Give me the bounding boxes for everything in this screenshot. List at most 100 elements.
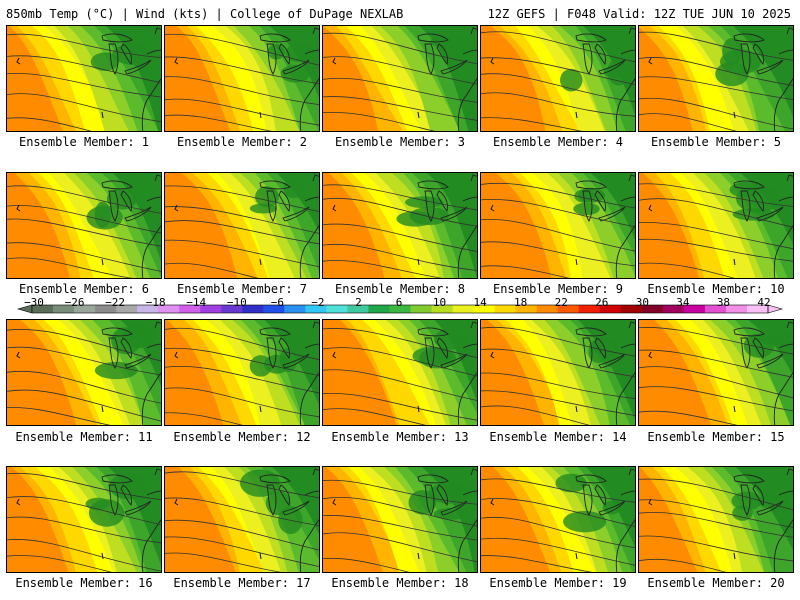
ensemble-member-label: Ensemble Member: 14 (489, 430, 627, 444)
colorbar-segment (32, 305, 54, 313)
ensemble-member-label: Ensemble Member: 7 (176, 282, 308, 296)
ensemble-member-label: Ensemble Member: 3 (334, 135, 466, 149)
colorbar-tick-label: −14 (186, 296, 207, 309)
ensemble-map-panel (638, 466, 794, 573)
ensemble-map-panel (638, 172, 794, 279)
ensemble-map-panel (480, 172, 636, 279)
colorbar-tick-label: −26 (64, 296, 85, 309)
colorbar-segment (74, 305, 96, 313)
ensemble-member-label: Ensemble Member: 11 (15, 430, 153, 444)
temperature-map (7, 467, 161, 572)
temperature-map (7, 173, 161, 278)
colorbar-segment (536, 305, 559, 313)
colorbar-segment (305, 305, 327, 313)
temperature-map (481, 173, 635, 278)
temperature-map (165, 173, 319, 278)
ensemble-map-panel (6, 319, 162, 426)
colorbar-tick-label: 26 (595, 296, 609, 309)
colorbar-segment (158, 305, 180, 313)
map-title: 850mb Temp (°C) | Wind (kts) | College o… (6, 7, 404, 21)
colorbar-segment (326, 305, 348, 313)
colorbar-tick-label: 42 (757, 296, 771, 309)
ensemble-map-panel (322, 172, 478, 279)
ensemble-member-label: Ensemble Member: 10 (647, 282, 785, 296)
ensemble-map-panel (6, 25, 162, 132)
colorbar-segment (368, 305, 390, 313)
colorbar-segment (242, 305, 264, 313)
temperature-map (323, 467, 477, 572)
colorbar-tick-label: 14 (473, 296, 487, 309)
ensemble-map-panel (322, 25, 478, 132)
ensemble-map-panel (164, 172, 320, 279)
colorbar-segment (179, 305, 201, 313)
colorbar-tick-label: 30 (635, 296, 649, 309)
colorbar-tick-label: 6 (395, 296, 403, 309)
colorbar-tick-label: 34 (676, 296, 690, 309)
ensemble-map-panel (164, 319, 320, 426)
ensemble-map-panel (480, 25, 636, 132)
temperature-map (323, 173, 477, 278)
colorbar-segment (641, 305, 664, 313)
temperature-map (639, 320, 793, 425)
temperature-map (481, 320, 635, 425)
colorbar-tick-label: 10 (432, 296, 447, 309)
colorbar-segment (284, 305, 306, 313)
colorbar-segment (683, 305, 706, 313)
ensemble-member-label: Ensemble Member: 20 (647, 576, 785, 590)
ensemble-map-panel (164, 466, 320, 573)
colorbar-tick-label: −2 (311, 296, 325, 309)
colorbar-segment (263, 305, 285, 313)
temperature-colorbar (16, 304, 784, 314)
colorbar-segment (704, 305, 727, 313)
colorbar-segment (389, 305, 412, 313)
ensemble-map-panel (480, 466, 636, 573)
colorbar-segment (410, 305, 433, 313)
temperature-map (481, 26, 635, 131)
temperature-map (639, 467, 793, 572)
ensemble-member-label: Ensemble Member: 6 (18, 282, 150, 296)
colorbar-segment (137, 305, 159, 313)
model-run-info: 12Z GEFS | F048 Valid: 12Z TUE JUN 10 20… (487, 7, 791, 21)
colorbar-tick-label: −6 (270, 296, 284, 309)
ensemble-map-panel (638, 319, 794, 426)
ensemble-map-panel (6, 172, 162, 279)
colorbar-tick-label: −22 (105, 296, 126, 309)
temperature-map (323, 26, 477, 131)
temperature-map (323, 320, 477, 425)
temperature-map (639, 173, 793, 278)
colorbar-tick-label: 22 (554, 296, 568, 309)
colorbar-segment (53, 305, 75, 313)
ensemble-member-label: Ensemble Member: 18 (331, 576, 469, 590)
colorbar-segment (200, 305, 222, 313)
colorbar-segment (599, 305, 622, 313)
ensemble-member-label: Ensemble Member: 19 (489, 576, 627, 590)
temperature-map (165, 26, 319, 131)
ensemble-map-panel (164, 25, 320, 132)
ensemble-member-label: Ensemble Member: 15 (647, 430, 785, 444)
ensemble-map-panel (322, 319, 478, 426)
colorbar-segment (116, 305, 138, 313)
colorbar-segment (725, 305, 748, 313)
colorbar-segment (95, 305, 117, 313)
ensemble-member-label: Ensemble Member: 8 (334, 282, 466, 296)
ensemble-map-panel (638, 25, 794, 132)
ensemble-map-panel (480, 319, 636, 426)
temperature-map (7, 26, 161, 131)
colorbar-segment (515, 305, 538, 313)
colorbar-segment (578, 305, 601, 313)
colorbar-segment (662, 305, 685, 313)
ensemble-member-label: Ensemble Member: 4 (492, 135, 624, 149)
temperature-map (165, 320, 319, 425)
ensemble-member-label: Ensemble Member: 2 (176, 135, 308, 149)
colorbar-segment (347, 305, 369, 313)
ensemble-member-label: Ensemble Member: 12 (173, 430, 311, 444)
colorbar-segment (473, 305, 496, 313)
colorbar-tick-label: −30 (24, 296, 44, 309)
colorbar-segment (221, 305, 243, 313)
colorbar-segment (494, 305, 517, 313)
ensemble-member-label: Ensemble Member: 9 (492, 282, 624, 296)
colorbar-tick-label: 2 (355, 296, 362, 309)
colorbar-segment (557, 305, 580, 313)
colorbar-segment (620, 305, 643, 313)
colorbar-tick-label: 38 (716, 296, 731, 309)
